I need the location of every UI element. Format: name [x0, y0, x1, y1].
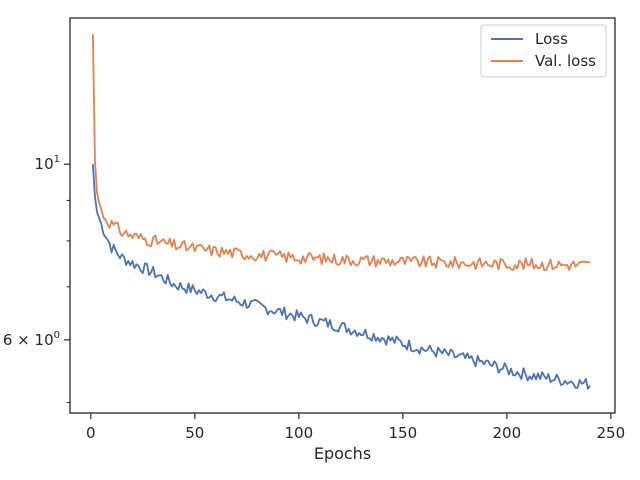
- x-tick-label: 50: [185, 424, 204, 442]
- y-tick-label: 101: [35, 154, 60, 173]
- y-tick-label: 6 × 100: [3, 330, 60, 349]
- series-layer: [91, 34, 591, 390]
- plot-area: [70, 18, 615, 413]
- y-axis: 101 6 × 100: [3, 154, 70, 404]
- x-axis: 0 50 100 150 200 250: [86, 413, 625, 442]
- x-tick-label: 150: [389, 424, 418, 442]
- x-tick-label: 0: [86, 424, 96, 442]
- legend-label-loss: Loss: [535, 30, 568, 48]
- x-axis-label: Epochs: [314, 444, 371, 463]
- legend: Loss Val. loss: [480, 24, 607, 78]
- legend-label-val-loss: Val. loss: [535, 52, 596, 70]
- x-tick-label: 250: [597, 424, 626, 442]
- plot-frame: [69, 17, 616, 414]
- series-line-val-loss: [91, 34, 591, 272]
- series-line-loss: [91, 164, 591, 390]
- x-tick-label: 100: [284, 424, 313, 442]
- x-tick-label: 200: [493, 424, 522, 442]
